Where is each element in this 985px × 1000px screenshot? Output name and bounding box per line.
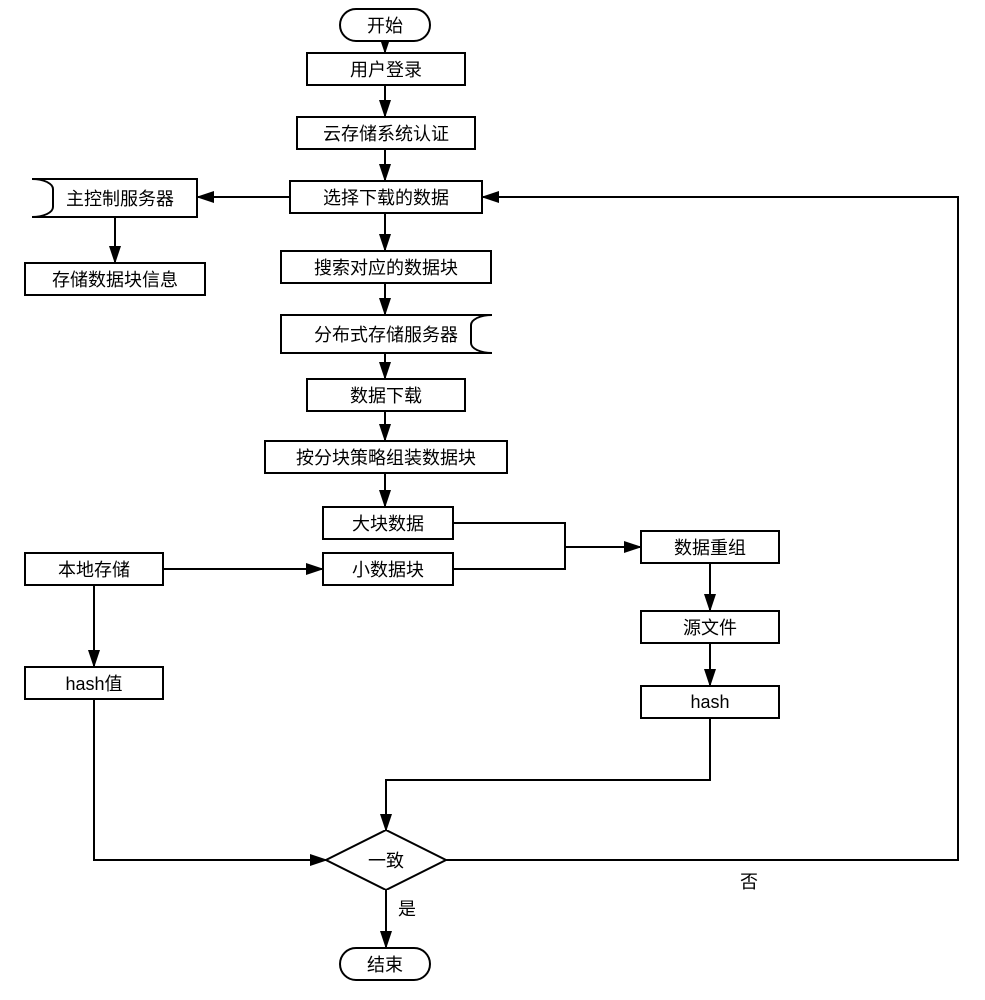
main-server-node: 主控制服务器: [32, 178, 198, 218]
dist-storage-node: 分布式存储服务器: [280, 314, 492, 354]
reassemble-node: 数据重组: [640, 530, 780, 564]
login-node: 用户登录: [306, 52, 466, 86]
local-storage-node: 本地存储: [24, 552, 164, 586]
edges-layer: [0, 0, 985, 1000]
small-block-node: 小数据块: [322, 552, 454, 586]
hash-node: hash: [640, 685, 780, 719]
flowchart-canvas: 开始 用户登录 云存储系统认证 选择下载的数据 搜索对应的数据块 分布式存储服务…: [0, 0, 985, 1000]
source-file-node: 源文件: [640, 610, 780, 644]
end-node: 结束: [339, 947, 431, 981]
store-block-info-node: 存储数据块信息: [24, 262, 206, 296]
no-label: 否: [740, 868, 758, 894]
auth-node: 云存储系统认证: [296, 116, 476, 150]
start-node: 开始: [339, 8, 431, 42]
hash-val-node: hash值: [24, 666, 164, 700]
select-node: 选择下载的数据: [289, 180, 483, 214]
big-block-node: 大块数据: [322, 506, 454, 540]
search-node: 搜索对应的数据块: [280, 250, 492, 284]
decision-node: 一致: [326, 830, 446, 890]
download-node: 数据下载: [306, 378, 466, 412]
yes-label: 是: [398, 895, 416, 921]
assemble-node: 按分块策略组装数据块: [264, 440, 508, 474]
